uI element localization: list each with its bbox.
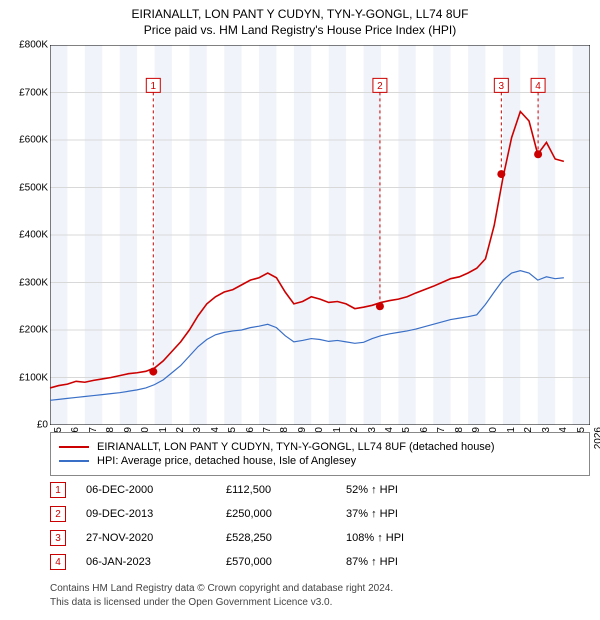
transaction-price: £570,000 (226, 556, 346, 568)
y-tick-label: £700K (19, 87, 48, 98)
chart-title-address: EIRIANALLT, LON PANT Y CUDYN, TYN-Y-GONG… (0, 6, 600, 22)
chart-svg: 1 2 3 4 (50, 45, 590, 425)
svg-text:2: 2 (377, 81, 383, 92)
legend: EIRIANALLT, LON PANT Y CUDYN, TYN-Y-GONG… (50, 432, 590, 476)
legend-row-price: EIRIANALLT, LON PANT Y CUDYN, TYN-Y-GONG… (59, 441, 581, 453)
y-tick-label: £800K (19, 40, 48, 51)
legend-label-price: EIRIANALLT, LON PANT Y CUDYN, TYN-Y-GONG… (97, 441, 495, 453)
transaction-date: 09-DEC-2013 (86, 508, 226, 520)
transaction-marker: 3 (50, 530, 66, 546)
transactions-table: 1 06-DEC-2000£112,50052% ↑ HPI 2 09-DEC-201… (50, 478, 590, 574)
legend-swatch-price (59, 446, 89, 448)
transaction-pct: 87% ↑ HPI (346, 556, 486, 568)
y-tick-label: £300K (19, 277, 48, 288)
transaction-pct: 37% ↑ HPI (346, 508, 486, 520)
table-row: 1 06-DEC-2000£112,50052% ↑ HPI (50, 478, 590, 502)
copyright-line1: Contains HM Land Registry data © Crown c… (50, 582, 590, 596)
legend-row-hpi: HPI: Average price, detached house, Isle… (59, 455, 581, 467)
copyright-line2: This data is licensed under the Open Gov… (50, 596, 590, 610)
transaction-pct: 52% ↑ HPI (346, 484, 486, 496)
y-tick-label: £200K (19, 325, 48, 336)
transaction-marker: 1 (50, 482, 66, 498)
transaction-date: 06-JAN-2023 (86, 556, 226, 568)
svg-text:3: 3 (499, 81, 505, 92)
y-tick-label: £600K (19, 135, 48, 146)
y-tick-label: £400K (19, 230, 48, 241)
legend-swatch-hpi (59, 460, 89, 461)
chart-area: 1234 £0£100K£200K£300K£400K£500K£600K£70… (50, 45, 590, 425)
transaction-date: 06-DEC-2000 (86, 484, 226, 496)
svg-text:4: 4 (535, 81, 541, 92)
transaction-price: £250,000 (226, 508, 346, 520)
table-row: 2 09-DEC-2013£250,00037% ↑ HPI (50, 502, 590, 526)
transaction-marker: 4 (50, 554, 66, 570)
transaction-date: 27-NOV-2020 (86, 532, 226, 544)
y-tick-label: £0 (37, 420, 48, 431)
table-row: 3 27-NOV-2020£528,250108% ↑ HPI (50, 526, 590, 550)
transaction-price: £112,500 (226, 484, 346, 496)
copyright: Contains HM Land Registry data © Crown c… (50, 582, 590, 609)
transaction-marker: 2 (50, 506, 66, 522)
x-tick-label: 2026 (593, 427, 600, 457)
y-tick-label: £100K (19, 372, 48, 383)
chart-title-subtitle: Price paid vs. HM Land Registry's House … (0, 22, 600, 38)
y-tick-label: £500K (19, 182, 48, 193)
transaction-price: £528,250 (226, 532, 346, 544)
transaction-pct: 108% ↑ HPI (346, 532, 486, 544)
svg-text:1: 1 (151, 81, 157, 92)
legend-label-hpi: HPI: Average price, detached house, Isle… (97, 455, 356, 467)
table-row: 4 06-JAN-2023£570,00087% ↑ HPI (50, 550, 590, 574)
